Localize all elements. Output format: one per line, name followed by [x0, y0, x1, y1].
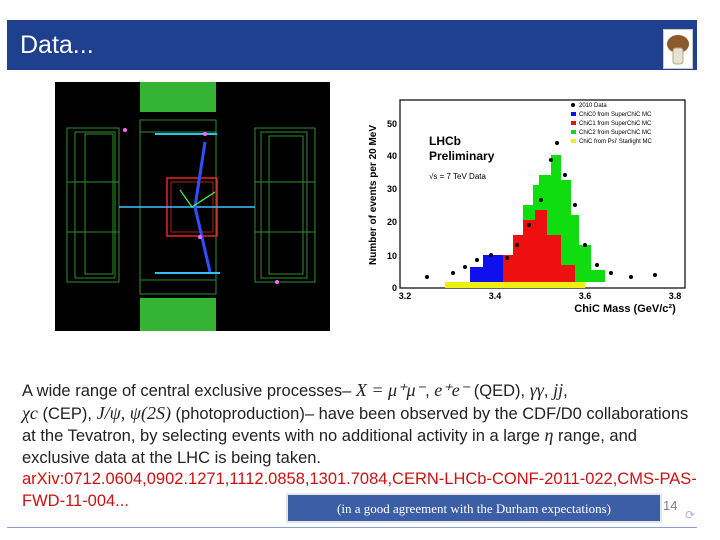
body-text-segment: A wide range of central exclusive proces…	[22, 382, 356, 400]
y-tick-label: 50	[387, 119, 397, 129]
footer-divider	[7, 527, 697, 528]
detector-event-display	[55, 82, 330, 331]
university-logo	[663, 29, 693, 69]
slide-title: Data...	[20, 31, 94, 59]
plot-annotation-lhcb: LHCb	[429, 134, 461, 148]
body-text-segment: (photoproduction)– have been observed by…	[22, 404, 689, 446]
legend-entry-data: 2010 Data	[579, 103, 607, 109]
math-expression: X = μ⁺μ⁻	[355, 380, 426, 400]
plot-annotation-preliminary: Preliminary	[429, 149, 495, 163]
legend-marker-chic2	[571, 130, 576, 134]
x-tick-label: 3.6	[579, 291, 592, 301]
reference-list[interactable]: arXiv:0712.0604,0902.1271,1112.0858,1301…	[22, 470, 697, 510]
body-text-segment: ,	[563, 382, 568, 400]
legend-marker-chic0	[571, 112, 576, 116]
body-text-segment: (QED),	[469, 382, 530, 400]
slide-nav-icon[interactable]: ⟳	[685, 508, 696, 522]
legend-marker-data	[571, 103, 575, 107]
x-tick-label: 3.2	[399, 291, 412, 301]
math-expression: e⁺e⁻	[434, 380, 470, 400]
slide-body-text: A wide range of central exclusive proces…	[22, 380, 697, 512]
legend-marker-psi	[571, 139, 576, 143]
body-text-segment: range, and exclusive data at the LHC is …	[22, 427, 637, 467]
body-text-segment: ,	[425, 382, 435, 400]
body-text-segment: ,	[543, 382, 554, 400]
banner-text: (in a good agreement with the Durham exp…	[337, 501, 611, 516]
plot-annotation-energy: √s = 7 TeV Data	[429, 172, 486, 181]
math-expression: η	[544, 425, 554, 445]
page-number: 14	[663, 498, 678, 513]
y-tick-label: 30	[387, 184, 397, 194]
legend-marker-chic1	[571, 121, 576, 125]
slide-header: Data...	[7, 20, 697, 70]
legend-entry-chic2: ChiC2 from SuperChiC MC	[579, 130, 652, 136]
math-expression: γγ	[529, 380, 544, 400]
x-axis-label: ChiC Mass (GeV/c²)	[574, 303, 676, 315]
y-tick-label: 20	[387, 217, 397, 227]
x-tick-label: 3.4	[489, 291, 502, 301]
y-tick-label: 0	[392, 283, 397, 293]
y-tick-label: 10	[387, 251, 397, 261]
math-expression: J/ψ, ψ(2S)	[96, 402, 171, 423]
agreement-banner: (in a good agreement with the Durham exp…	[286, 493, 662, 523]
legend-entry-psi: ChiC from Psi' Starlight MC	[579, 139, 652, 145]
legend-entry-chic1: ChiC1 from SuperChiC MC	[579, 121, 652, 127]
y-tick-label: 40	[387, 151, 397, 161]
y-axis-label: Number of events per 20 MeV	[368, 125, 379, 265]
math-expression: χc	[22, 402, 38, 423]
math-expression: jj	[553, 380, 564, 400]
body-text-segment: (CEP),	[37, 404, 97, 423]
x-tick-label: 3.8	[669, 291, 682, 301]
chic-mass-plot: LHCb Preliminary √s = 7 TeV Data 2010 Da…	[365, 95, 690, 320]
legend-entry-chic0: ChiC0 from SuperChiC MC	[579, 112, 652, 118]
